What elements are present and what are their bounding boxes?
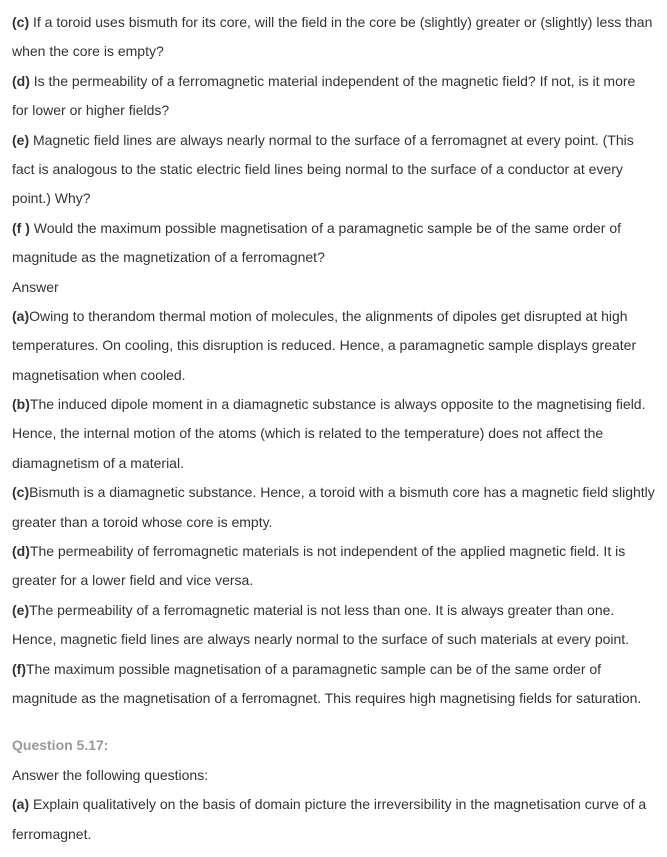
label-ans-c: (c)	[12, 484, 29, 500]
label-ans-d: (d)	[12, 543, 30, 559]
text-ans-a: Owing to therandom thermal motion of mol…	[12, 308, 636, 383]
text-f: Would the maximum possible magnetisation…	[12, 220, 621, 265]
label-d: (d)	[12, 73, 34, 89]
label-ans-e: (e)	[12, 602, 29, 618]
question-e: (e) Magnetic field lines are always near…	[12, 126, 655, 214]
text-ans-f: The maximum possible magnetisation of a …	[12, 661, 641, 706]
text-ans-d: The permeability of ferromagnetic materi…	[12, 543, 625, 588]
question-5-17-heading: Question 5.17:	[12, 731, 655, 760]
text-ans-b: The induced dipole moment in a diamagnet…	[12, 396, 645, 471]
text-ans-c: Bismuth is a diamagnetic substance. Henc…	[12, 484, 655, 529]
text-q17-a: Explain qualitatively on the basis of do…	[12, 796, 646, 841]
label-e: (e)	[12, 132, 33, 148]
answer-f: (f)The maximum possible magnetisation of…	[12, 655, 655, 714]
answer-a: (a)Owing to therandom thermal motion of …	[12, 302, 655, 390]
question-d: (d) Is the permeability of a ferromagnet…	[12, 67, 655, 126]
text-c: If a toroid uses bismuth for its core, w…	[12, 14, 652, 59]
answer-b: (b)The induced dipole moment in a diamag…	[12, 390, 655, 478]
label-f: (f )	[12, 220, 34, 236]
question-c: (c) If a toroid uses bismuth for its cor…	[12, 8, 655, 67]
answer-heading: Answer	[12, 273, 655, 302]
text-e: Magnetic field lines are always nearly n…	[12, 132, 634, 207]
text-d: Is the permeability of a ferromagnetic m…	[12, 73, 635, 118]
answer-d: (d)The permeability of ferromagnetic mat…	[12, 537, 655, 596]
label-ans-a: (a)	[12, 308, 29, 324]
question-f: (f ) Would the maximum possible magnetis…	[12, 214, 655, 273]
label-ans-b: (b)	[12, 396, 30, 412]
label-q17-a: (a)	[12, 796, 33, 812]
label-ans-f: (f)	[12, 661, 26, 677]
question-5-17-intro: Answer the following questions:	[12, 761, 655, 790]
answer-c: (c)Bismuth is a diamagnetic substance. H…	[12, 478, 655, 537]
label-c: (c)	[12, 14, 33, 30]
question-5-17-a: (a) Explain qualitatively on the basis o…	[12, 790, 655, 849]
text-ans-e: The permeability of a ferromagnetic mate…	[12, 602, 629, 647]
answer-e: (e)The permeability of a ferromagnetic m…	[12, 596, 655, 655]
